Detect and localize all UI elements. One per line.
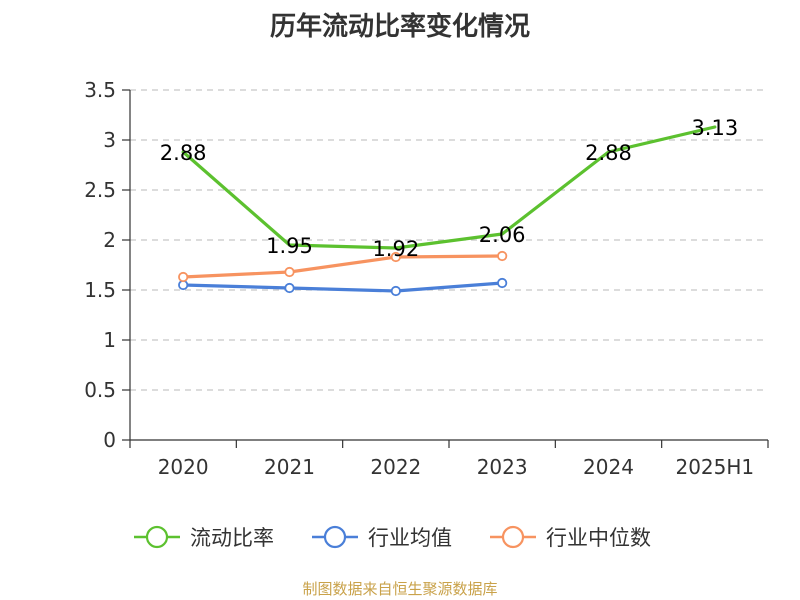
- x-tick-label: 2020: [158, 455, 209, 479]
- legend-label-0: 流动比率: [190, 526, 274, 550]
- series-point-2: [390, 251, 401, 263]
- series-point-2: [284, 266, 295, 278]
- series-line-1: [181, 281, 504, 293]
- legend-label-2: 行业中位数: [546, 526, 651, 550]
- x-tick-label: 2023: [477, 455, 528, 479]
- data-label: 3.13: [691, 116, 738, 140]
- data-label: 2.88: [585, 141, 632, 165]
- x-tick-label: 2022: [370, 455, 421, 479]
- series-point-1: [497, 277, 508, 289]
- y-tick-label: 0.5: [84, 378, 116, 402]
- chart-title: 历年流动比率变化情况: [269, 12, 530, 42]
- series-point-2: [178, 271, 189, 283]
- series: [178, 125, 717, 297]
- data-labels: 2.88 1.95 1.92 2.06 2.88 3.13: [160, 116, 738, 261]
- data-label: 1.92: [372, 237, 419, 261]
- series-line-0: [181, 125, 717, 250]
- legend-label-1: 行业均值: [368, 526, 452, 550]
- series-point-1: [390, 285, 401, 297]
- y-tick-label: 3.5: [84, 78, 116, 102]
- y-tick-label: 3: [103, 128, 116, 152]
- legend: 流动比率 行业均值 行业中位数: [134, 525, 651, 550]
- axes: 0 0.5 1 1.5 2 2.5 3 3.5 2020 2021 2022 2023 2024 2025…: [84, 78, 769, 479]
- series-point-1: [284, 282, 295, 294]
- y-tick-label: 1: [103, 328, 116, 352]
- legend-marker-0: [145, 525, 169, 549]
- legend-marker-2: [501, 525, 525, 549]
- y-tick-label: 1.5: [84, 278, 116, 302]
- legend-marker-1: [323, 525, 347, 549]
- series-point-2: [497, 250, 508, 262]
- series-line-2: [181, 254, 504, 279]
- data-label: 2.88: [160, 141, 207, 165]
- y-tick-label: 0: [103, 428, 116, 452]
- data-label: 2.06: [479, 223, 526, 247]
- data-label: 1.95: [266, 234, 313, 258]
- x-tick-label: 2024: [583, 455, 634, 479]
- y-tick-label: 2: [103, 228, 116, 252]
- source-note: 制图数据来自恒生聚源数据库: [302, 580, 498, 598]
- x-tick-label: 2025H1: [675, 455, 754, 479]
- y-tick-label: 2.5: [84, 178, 116, 202]
- x-tick-label: 2021: [264, 455, 315, 479]
